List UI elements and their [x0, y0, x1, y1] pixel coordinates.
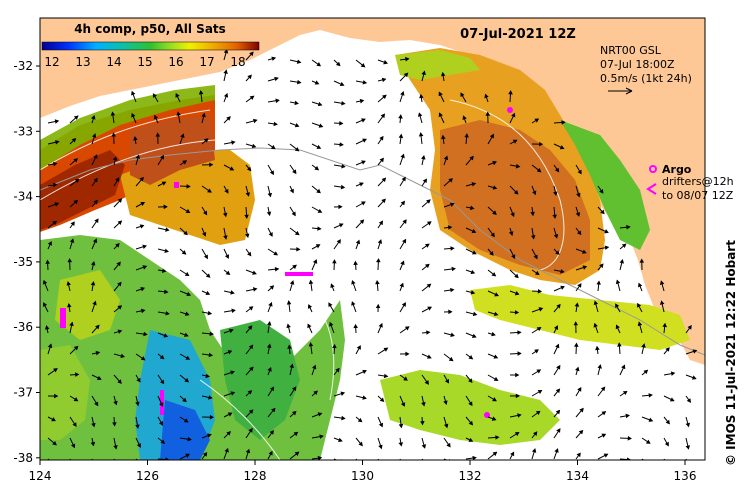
colorbar-gradient	[41, 41, 260, 51]
latitude-ticks: -32 -33 -34 -35 -36 -37 -38	[13, 59, 40, 465]
longitude-tick-label: 136	[674, 469, 697, 483]
argo-legend-title: Argo	[662, 163, 692, 176]
latitude-tick-label: -38	[13, 451, 33, 465]
colorbar-tick-label: 16	[168, 55, 183, 69]
latitude-tick-label: -34	[13, 190, 33, 204]
colorbar-tick-label: 17	[199, 55, 214, 69]
drifter-marker-icon	[646, 183, 657, 195]
credit-label: © IMOS 11-Jul-2021 12:22 Hobart	[724, 240, 738, 466]
argo-marker-icon	[649, 165, 657, 173]
sst-warm-band	[40, 85, 255, 245]
longitude-tick-label: 124	[29, 469, 52, 483]
legend-valid-time: 07-Jul 18:00Z	[600, 58, 675, 71]
latitude-tick-label: -37	[13, 386, 33, 400]
colorbar-tick-label: 12	[44, 55, 59, 69]
sst-east-region	[395, 48, 650, 285]
colorbar-ticks: 12 13 14 15 16 17 18	[44, 55, 245, 69]
colorbar-tick-label: 18	[230, 55, 245, 69]
colorbar-title: 4h comp, p50, All Sats	[74, 22, 226, 36]
current-legend: NRT00 GSL 07-Jul 18:00Z 0.5m/s (1kt 24h)	[600, 44, 692, 95]
latitude-tick-label: -36	[13, 320, 33, 334]
longitude-ticks: 124 126 128 130 132 134 136	[29, 460, 697, 483]
colorbar-tick-label: 14	[106, 55, 121, 69]
legend-model: NRT00 GSL	[600, 44, 662, 57]
map-date-title: 07-Jul-2021 12Z	[460, 27, 576, 42]
longitude-tick-label: 134	[566, 469, 589, 483]
argo-legend-line1: drifters@12h	[662, 175, 734, 188]
latitude-tick-label: -32	[13, 59, 33, 73]
longitude-tick-label: 126	[136, 469, 159, 483]
argo-legend: Argo drifters@12h to 08/07 12Z	[646, 163, 734, 202]
argo-positions	[60, 107, 513, 418]
latitude-tick-label: -33	[13, 124, 33, 138]
shelf-break-line	[40, 147, 705, 356]
australia-land	[40, 18, 705, 365]
colorbar: 4h comp, p50, All Sats 12 13 14 15 16 17 18	[41, 22, 260, 69]
legend-scale: 0.5m/s (1kt 24h)	[600, 72, 692, 85]
longitude-tick-label: 130	[351, 469, 374, 483]
current-arrows	[42, 49, 698, 460]
legend-scale-arrow	[608, 87, 633, 95]
argo-legend-line2: to 08/07 12Z	[662, 189, 734, 202]
longitude-tick-label: 128	[244, 469, 267, 483]
latitude-tick-label: -35	[13, 255, 33, 269]
plot-border	[39, 17, 706, 461]
longitude-tick-label: 132	[459, 469, 482, 483]
colorbar-tick-label: 13	[75, 55, 90, 69]
colorbar-tick-label: 15	[137, 55, 152, 69]
